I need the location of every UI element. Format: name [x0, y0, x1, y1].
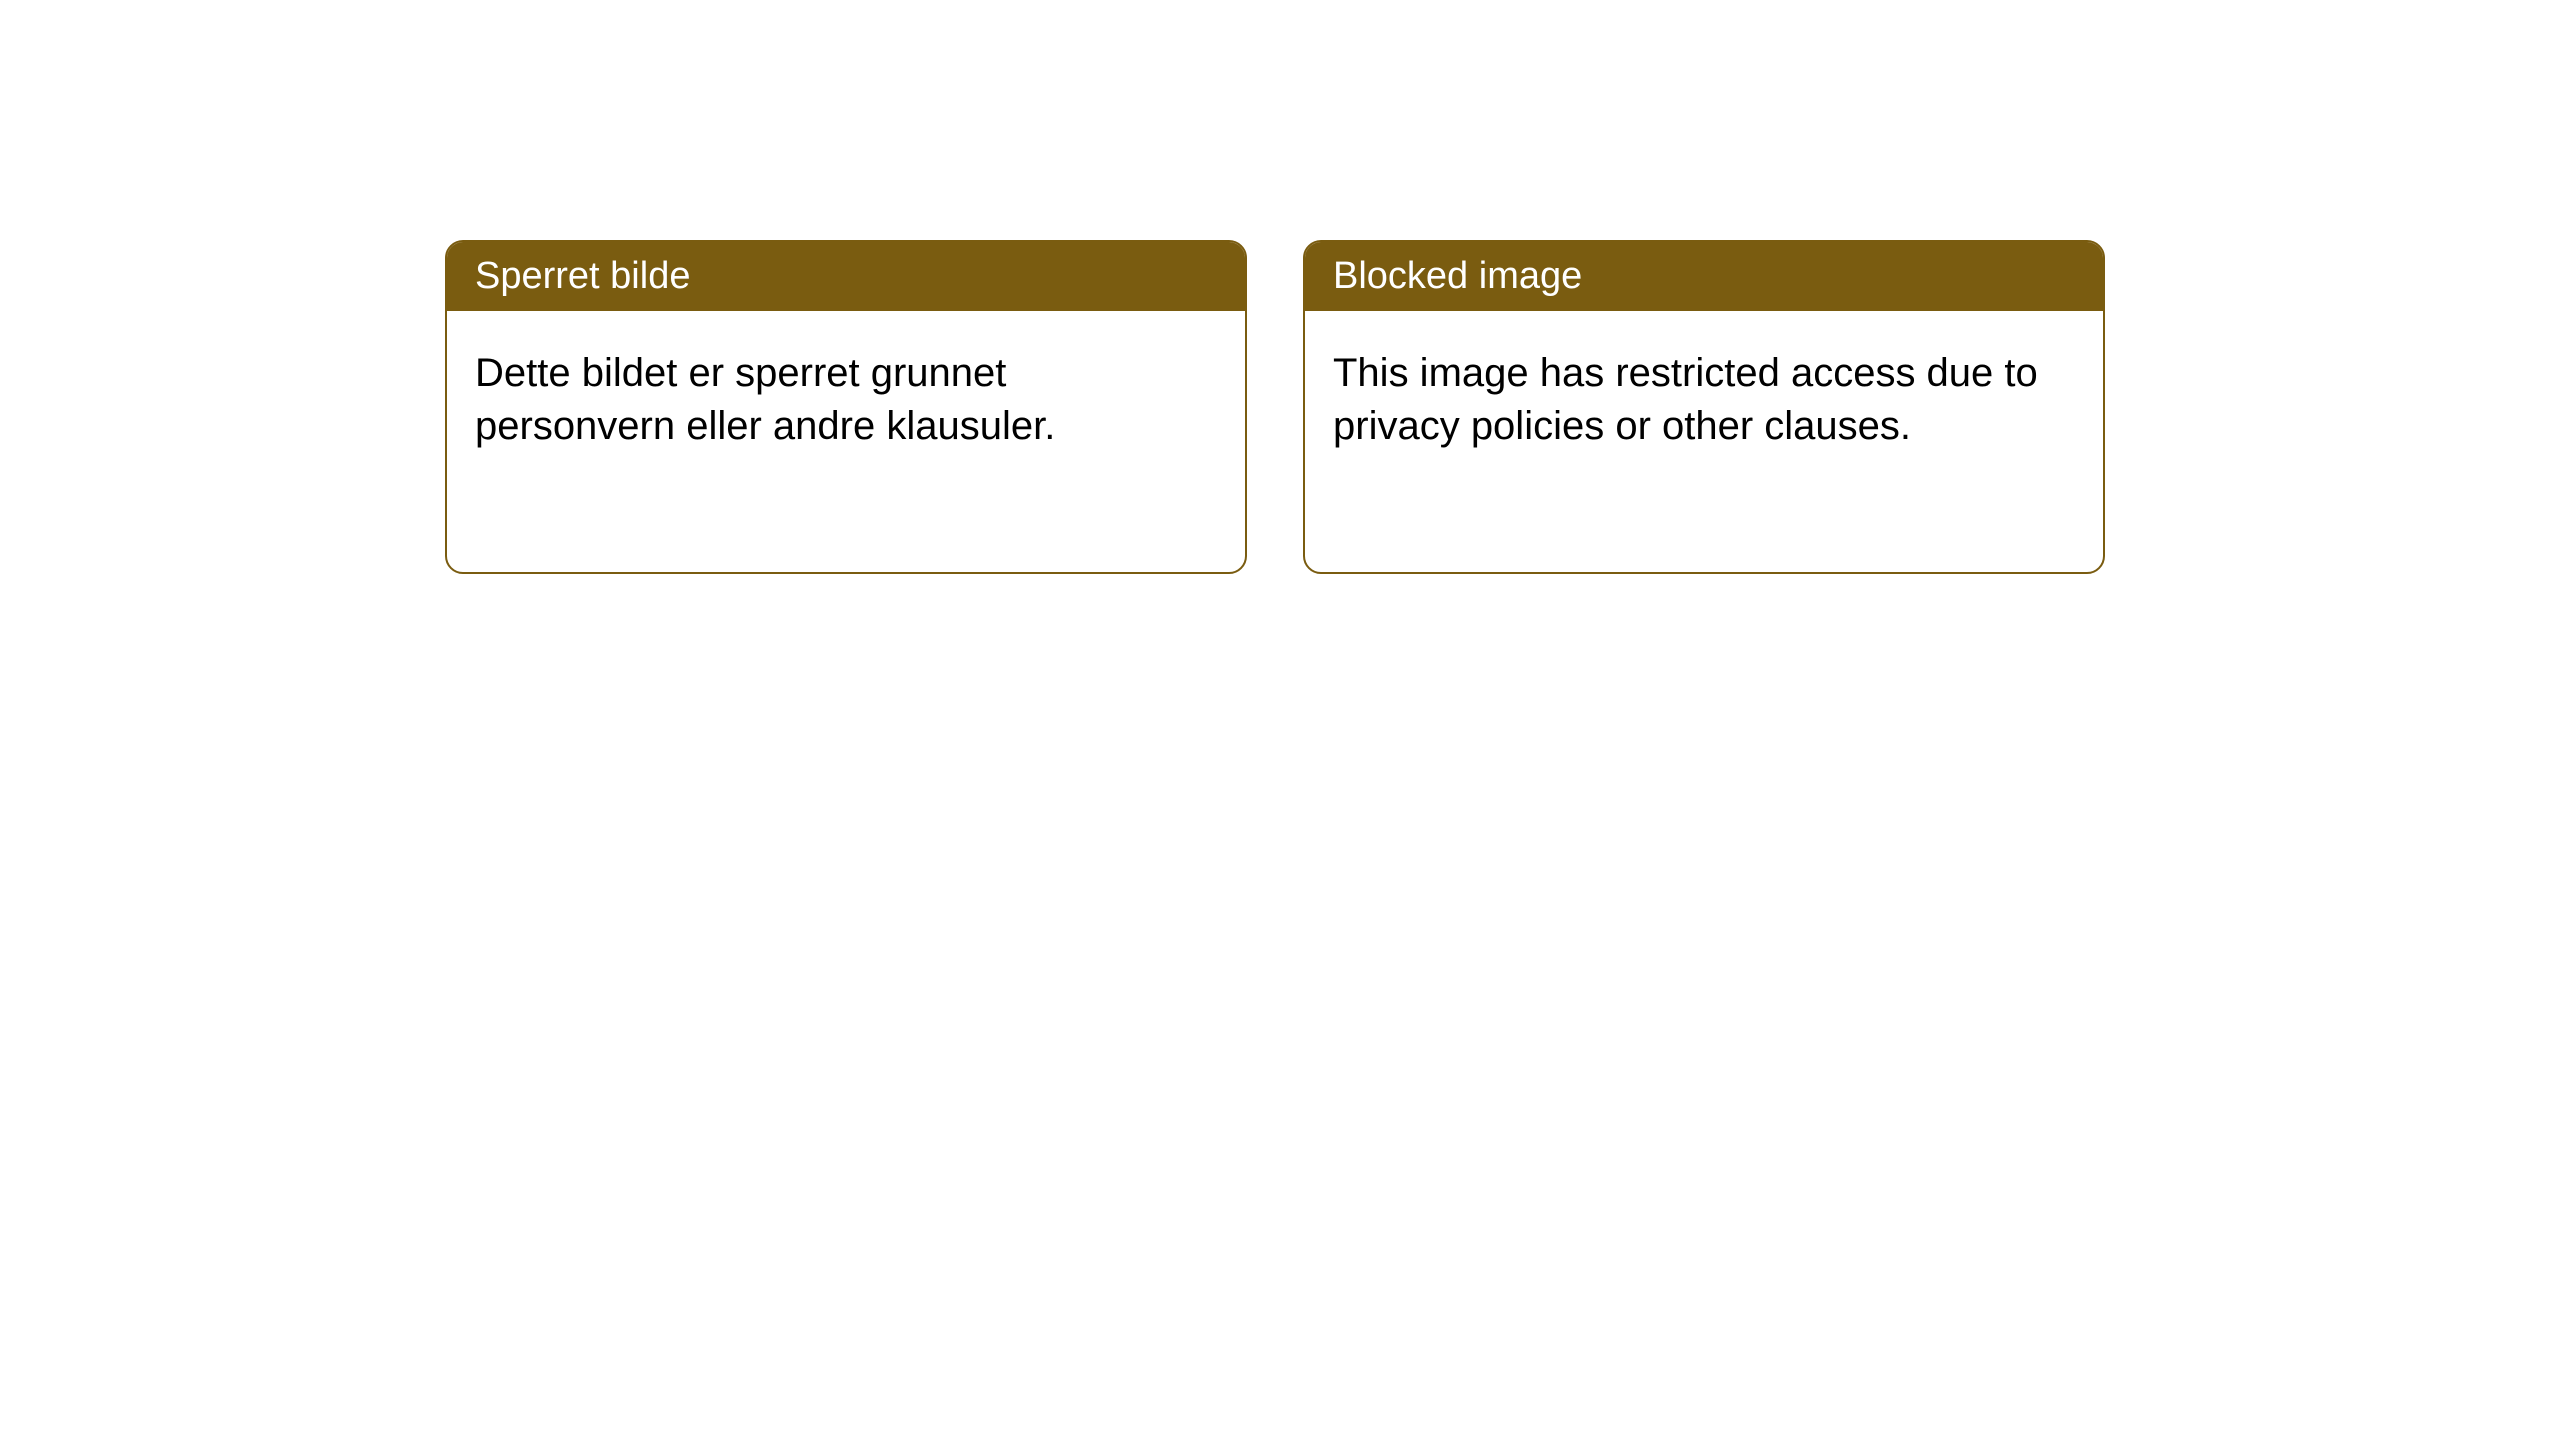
notice-card-english: Blocked image This image has restricted …	[1303, 240, 2105, 574]
notice-card-message: This image has restricted access due to …	[1333, 351, 2038, 448]
notice-card-title: Blocked image	[1333, 255, 1582, 297]
notice-card-norwegian: Sperret bilde Dette bildet er sperret gr…	[445, 240, 1247, 574]
notice-card-message: Dette bildet er sperret grunnet personve…	[475, 351, 1055, 448]
notice-card-body: This image has restricted access due to …	[1305, 311, 2103, 489]
notice-card-title: Sperret bilde	[475, 255, 690, 297]
notice-container: Sperret bilde Dette bildet er sperret gr…	[445, 240, 2105, 574]
notice-card-body: Dette bildet er sperret grunnet personve…	[447, 311, 1245, 489]
notice-card-header: Sperret bilde	[447, 242, 1245, 311]
notice-card-header: Blocked image	[1305, 242, 2103, 311]
